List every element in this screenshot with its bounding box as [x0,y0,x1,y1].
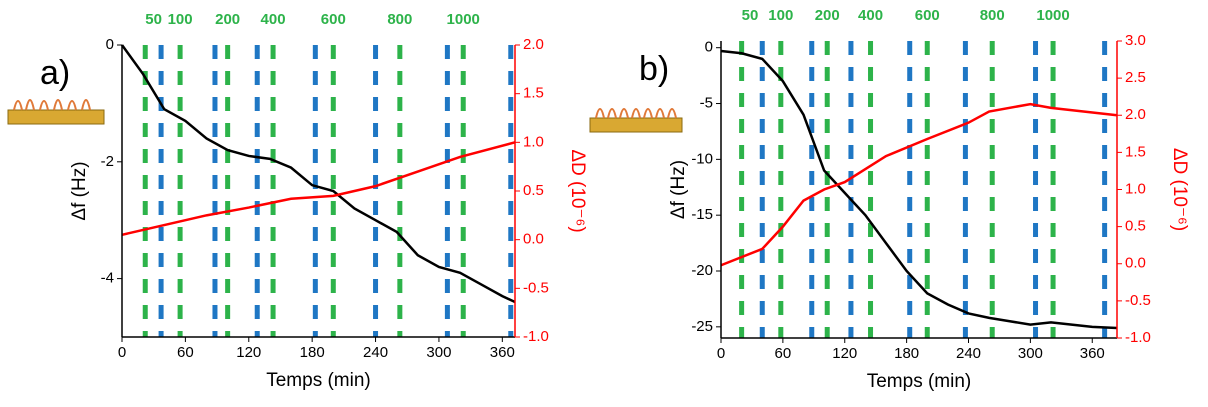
x-tick-label: 180 [894,345,919,362]
y2-tick-label: 2.0 [1125,106,1146,123]
injection-label: 200 [815,7,840,24]
y2-tick-label: 0.0 [1125,255,1146,272]
x-tick-label: 360 [490,344,515,361]
x-tick-label: 300 [426,344,451,361]
injection-label: 100 [168,11,193,28]
y-axis-label: Δf (Hz) [668,160,689,219]
injection-label: 50 [145,11,162,28]
y2-tick-label: 0.5 [1125,218,1146,235]
panel-label: b) [639,50,669,88]
y2-tick-label: 1.0 [1125,180,1146,197]
x-tick-label: 0 [118,344,126,361]
y-tick-label: -5 [700,94,713,111]
y-tick-label: -10 [691,150,713,167]
y-axis-label: Δf (Hz) [69,161,90,220]
y2-tick-label: 1.5 [523,85,544,102]
x-tick-label: 240 [956,345,981,362]
y-tick-label: 0 [705,39,713,56]
x-tick-label: 300 [1018,345,1043,362]
series-line [720,102,1118,267]
x-tick-label: 360 [1080,345,1105,362]
y-tick-label: 0 [106,36,114,53]
injection-label: 200 [215,11,240,28]
x-tick-label: 0 [717,345,725,362]
y2-tick-label: 1.5 [1125,143,1146,160]
y2-tick-label: -0.5 [523,279,549,296]
injection-label: 1000 [447,11,480,28]
y2-tick-label: -1.0 [523,328,549,345]
injection-label: 600 [915,7,940,24]
injection-label: 400 [261,11,286,28]
series-line [121,141,516,237]
series-line [120,44,516,304]
y-tick-label: -4 [101,270,114,287]
y2-tick-label: 0.0 [523,231,544,248]
y-tick-label: -20 [691,262,713,279]
x-tick-label: 120 [832,345,857,362]
y2-tick-label: -0.5 [1125,292,1151,309]
y-tick-label: -15 [691,206,713,223]
x-tick-label: 240 [363,344,388,361]
y-tick-label: -25 [691,318,713,335]
y2-axis-label: ΔD (10⁻⁶) [1169,148,1190,231]
y2-tick-label: -1.0 [1125,329,1151,346]
surface-icon-b [589,108,683,133]
y2-axis-label: ΔD (10⁻⁶) [567,149,588,232]
x-axis-label: Temps (min) [867,371,972,392]
injection-label: 600 [321,11,346,28]
injection-label: 800 [980,7,1005,24]
y2-tick-label: 1.0 [523,133,544,150]
series-line [720,49,1118,330]
injection-label: 100 [768,7,793,24]
x-tick-label: 120 [236,344,261,361]
surface-icon-a [7,99,105,125]
x-tick-label: 180 [300,344,325,361]
y-tick-label: -2 [101,153,114,170]
injection-label: 400 [858,7,883,24]
injection-label: 50 [742,7,759,24]
y2-tick-label: 3.0 [1125,32,1146,49]
x-tick-label: 60 [177,344,194,361]
x-tick-label: 60 [775,345,792,362]
x-axis-label: Temps (min) [266,370,371,391]
panel-label: a) [40,54,70,92]
injection-label: 1000 [1036,7,1069,24]
y2-tick-label: 2.0 [523,36,544,53]
y2-tick-label: 2.5 [1125,69,1146,86]
injection-label: 800 [387,11,412,28]
y2-tick-label: 0.5 [523,182,544,199]
